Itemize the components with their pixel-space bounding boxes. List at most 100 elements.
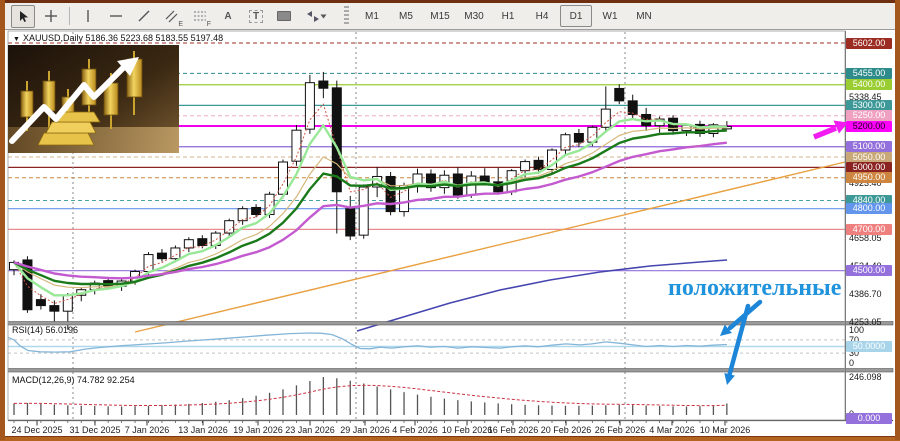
- price-level-badge: 4950.00: [846, 172, 892, 184]
- candle-body: [345, 208, 356, 237]
- cursor-tool-button[interactable]: [11, 4, 35, 28]
- ema-magenta: [13, 141, 727, 280]
- rsi-axis-label: 0: [849, 358, 855, 368]
- price-level-badge: 4800.00: [846, 203, 892, 215]
- candle-body: [156, 252, 167, 260]
- candle-body: [318, 80, 329, 89]
- date-label: 20 Feb 2026: [541, 425, 592, 435]
- horizontal-line-tool-button[interactable]: [104, 5, 128, 28]
- timeframe-w1-button[interactable]: W1: [602, 10, 618, 22]
- orange-trendline: [134, 161, 846, 333]
- chart-border: [7, 30, 846, 421]
- price-arrowhead: [833, 120, 848, 134]
- annotation-arrowhead: [724, 373, 735, 385]
- price-level-badge: 5455.00: [846, 67, 892, 79]
- candle-body: [573, 132, 584, 143]
- gold-photo-image: [8, 45, 179, 153]
- price-level-badge: 4500.00: [846, 265, 892, 277]
- vertical-line-tool-button[interactable]: [76, 5, 100, 28]
- annotation-text: положительные: [668, 275, 842, 301]
- candle-body: [251, 206, 262, 215]
- window-frame-left: [0, 0, 5, 440]
- price-arrow: [812, 125, 838, 140]
- chevron-down-icon: [320, 14, 326, 18]
- date-label: 31 Dec 2025: [69, 425, 120, 435]
- macd-level-badge: 0.000: [846, 413, 892, 424]
- symbol-title[interactable]: ▼ XAUUSD,Daily 5186.36 5223.68 5183.55 51…: [13, 33, 223, 43]
- window-frame-right: [895, 0, 900, 440]
- candle-body: [49, 305, 60, 312]
- candle-body: [304, 82, 315, 130]
- equidistant-channel-tool-button[interactable]: E: [160, 5, 184, 28]
- timeframe-h1-button[interactable]: H1: [501, 10, 515, 22]
- timeframe-m15-button[interactable]: M15: [430, 10, 450, 22]
- date-label: 16 Feb 2026: [488, 425, 539, 435]
- text-tool-button[interactable]: A: [216, 5, 240, 28]
- price-level-badge: 5250.00: [846, 110, 892, 122]
- gold-photo: [8, 45, 179, 153]
- price-level-badge: 4700.00: [846, 223, 892, 235]
- symbol-dropdown-icon[interactable]: ▼: [13, 36, 20, 43]
- price-axis-label: 4386.70: [849, 289, 882, 300]
- candle-body: [425, 173, 436, 189]
- fibonacci-letter: F: [206, 20, 211, 28]
- timeframe-m30-button[interactable]: M30: [464, 10, 484, 22]
- fibonacci-icon: [194, 11, 206, 21]
- timeframe-d1-button[interactable]: D1: [560, 5, 592, 27]
- candle-body: [35, 299, 46, 307]
- text-label-icon: T: [248, 9, 264, 23]
- text-label-tool-button[interactable]: T: [244, 5, 268, 28]
- date-label: 23 Jan 2026: [285, 425, 335, 435]
- date-label: 26 Feb 2026: [595, 425, 646, 435]
- crosshair-tool-button[interactable]: [39, 5, 63, 28]
- date-label: 7 Jan 2026: [125, 425, 170, 435]
- rising-arrow-graphic: [9, 57, 139, 144]
- candle-body: [197, 238, 208, 246]
- date-label: 29 Jan 2026: [340, 425, 390, 435]
- date-label: 13 Jan 2026: [178, 425, 228, 435]
- candle-body: [264, 193, 275, 215]
- timeframe-h4-button[interactable]: H4: [535, 10, 549, 22]
- pane-separator[interactable]: [7, 321, 894, 326]
- timeframe-m5-button[interactable]: M5: [399, 10, 413, 22]
- candle-body: [560, 134, 571, 151]
- horizontal-line-icon: [110, 15, 122, 17]
- timeframe-m1-button[interactable]: M1: [365, 10, 379, 22]
- channel-letter: E: [178, 20, 183, 28]
- toolbar-grip-handle[interactable]: [344, 6, 349, 26]
- candle-body: [183, 239, 194, 249]
- price-level-badge: 5000.00: [846, 161, 892, 173]
- annotation-arrow: [727, 303, 751, 377]
- price-level-badge: 4840.00: [846, 194, 892, 206]
- price-level-badge: 5100.00: [846, 141, 892, 153]
- price-axis-label: 4253.05: [849, 316, 882, 327]
- timeframe-mn-button[interactable]: MN: [636, 10, 652, 22]
- price-axis-label: 5338.45: [849, 92, 882, 103]
- shapes-tool-button[interactable]: [272, 5, 296, 28]
- text-tool-icon: A: [224, 10, 232, 22]
- vertical-line-icon: [87, 10, 89, 22]
- price-level-badge: 5602.00: [846, 37, 892, 49]
- date-label: 4 Mar 2026: [649, 425, 695, 435]
- ema-darkgreen: [13, 129, 727, 286]
- pane-separator[interactable]: [7, 368, 894, 373]
- rsi-line: [7, 332, 728, 353]
- darkviolet-ma: [356, 259, 728, 332]
- rectangle-icon: [277, 11, 291, 21]
- fibonacci-tool-button[interactable]: F: [188, 5, 212, 28]
- date-label: 4 Feb 2026: [392, 425, 438, 435]
- date-label: 24 Dec 2025: [11, 425, 62, 435]
- trendline-tool-button[interactable]: [132, 5, 156, 28]
- candle-body: [358, 186, 369, 236]
- gold-ingots-graphic: [37, 111, 101, 146]
- rsi-axis-label: 30: [849, 348, 860, 359]
- rsi-axis-label: 100: [849, 325, 865, 335]
- price-level-badge: 5300.00: [846, 99, 892, 111]
- candle-body: [237, 208, 248, 222]
- crosshair-icon: [45, 10, 57, 22]
- price-level-badge: 5200.00: [846, 120, 892, 132]
- arrows-tool-button[interactable]: [300, 5, 332, 28]
- ohlc-values: 5186.36 5223.68 5183.55 5197.48: [85, 33, 224, 43]
- trendline-icon: [138, 10, 150, 22]
